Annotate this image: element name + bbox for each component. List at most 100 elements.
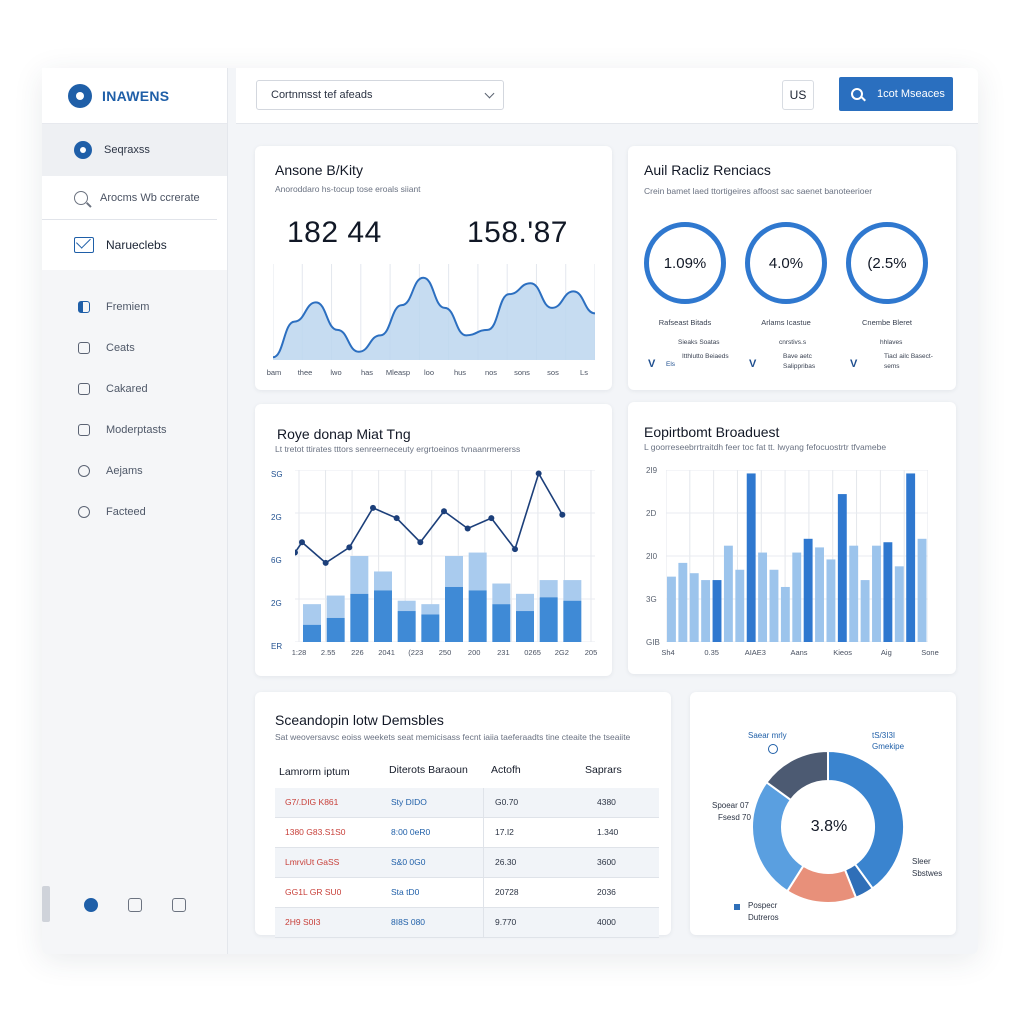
region-button[interactable]: US: [782, 80, 814, 110]
ring-note: cnrstivs.s: [779, 339, 807, 346]
activity-card: Ansone B/Kity Anoroddaro hs-tocup tose e…: [255, 146, 612, 390]
table-cell: S&0 0G0: [391, 857, 426, 867]
x-tick-label: Kieos: [833, 648, 853, 657]
table-header-name[interactable]: Lamrorm iptum: [279, 766, 350, 778]
progress-ring: 4.0%: [745, 222, 827, 304]
ring-note: hhlaves: [880, 339, 903, 346]
sidebar-item-3[interactable]: Cakared: [42, 368, 227, 409]
x-tick-label: nos: [484, 368, 498, 377]
table-row[interactable]: G7/.DIG K861 Sty DIDO G0.70 4380: [275, 788, 659, 818]
table-card: Sceandopin lotw Demsbles Sat weoversavsc…: [255, 692, 671, 938]
series-line: [295, 471, 564, 564]
table-header-action[interactable]: Actofh: [491, 764, 521, 776]
bar: [701, 580, 711, 642]
bar-upper: [468, 552, 487, 591]
combo-card: Roye donap Miat Tng Lt tretot ttirates t…: [255, 404, 612, 676]
donut-slice: [765, 749, 829, 802]
sidebar-item-label: Aejams: [106, 464, 143, 477]
sidebar-search[interactable]: Arocms Wb ccrerate: [42, 176, 217, 220]
calendar-icon: [78, 382, 90, 395]
sidebar-footer: [84, 898, 186, 912]
table-row[interactable]: GG1L GR SU0 Sta tD0 20728 2036: [275, 878, 659, 908]
mail-icon: [74, 237, 94, 253]
sidebar-item-6[interactable]: Facteed: [42, 491, 227, 532]
column-divider: [483, 818, 484, 848]
table-subtitle: Sat weoversavsc eoiss weekets seat memic…: [275, 732, 631, 742]
sidebar-item-2[interactable]: Ceats: [42, 327, 227, 368]
ring-note: Tiacl ailc Basect-sems: [884, 353, 933, 370]
table-cell: 3600: [597, 857, 616, 867]
clock-icon: [78, 464, 90, 477]
x-tick-label: 226: [351, 648, 364, 657]
brand[interactable]: INAWENS: [42, 68, 227, 124]
sidebar-section[interactable]: Narueclebs: [42, 220, 227, 270]
table-cell: 20728: [495, 887, 519, 897]
sidebar-item-label: Ceats: [106, 341, 135, 354]
search-messages-button[interactable]: 1cot Mseaces: [839, 77, 953, 111]
table-header-status[interactable]: Saprars: [585, 764, 622, 776]
table-row[interactable]: LmrviUt GaSS S&0 0G0 26.30 3600: [275, 848, 659, 878]
sidebar-item-5[interactable]: Aejams: [42, 450, 227, 491]
line-point: [512, 546, 518, 553]
bar: [894, 566, 904, 642]
table-header-balance[interactable]: Diterots Baraoun: [389, 764, 468, 776]
bar: [860, 580, 870, 642]
sidebar-item-top[interactable]: Seqraxss: [42, 124, 227, 176]
bar: [803, 538, 813, 642]
workspace-select[interactable]: Cortnmsst tef afeads: [256, 80, 504, 110]
help-icon[interactable]: [84, 898, 98, 912]
bar-lower: [492, 604, 511, 642]
x-tick-label: AIAE3: [744, 648, 766, 657]
ring-note: Sieaks Soatas: [678, 339, 720, 346]
line-point: [299, 539, 305, 546]
sidebar-item-1[interactable]: Fremiem: [42, 286, 227, 327]
combo-subtitle: Lt tretot ttirates tttors senreerneceuty…: [275, 444, 521, 454]
donut-label-bottom-1: Pospecr: [748, 901, 778, 910]
table-cell: 9.770: [495, 917, 517, 927]
activity-metric-2: 158.'87: [467, 216, 568, 249]
sidebar-nav: Fremiem Ceats Cakared Moderptasts Aejams…: [42, 286, 227, 532]
donut-chart: [751, 749, 905, 904]
table-row[interactable]: 2H9 S0I3 8I8S 080 9.770 4000: [275, 908, 659, 938]
ring-marker: V: [648, 358, 656, 370]
donut-label-right-1: Sleer: [912, 857, 931, 866]
table-cell: 8I8S 080: [391, 917, 426, 927]
briefcase-icon[interactable]: [172, 898, 186, 912]
bar-lower: [326, 617, 345, 642]
line-point: [417, 539, 424, 546]
bar-upper: [397, 600, 416, 612]
y-tick-label: 6G: [271, 556, 282, 565]
bar: [792, 552, 802, 642]
activity-subtitle: Anoroddaro hs-tocup tose eroals siiant: [275, 184, 421, 194]
line-point: [441, 508, 447, 515]
bag-icon[interactable]: [128, 898, 142, 912]
bar-upper: [303, 604, 321, 625]
x-tick-label: Aig: [880, 648, 892, 657]
ring-note: Itthlutto Beiaeds: [682, 353, 729, 360]
user-icon: [78, 505, 90, 518]
sidebar-item-label: Fremiem: [106, 300, 150, 313]
table-row[interactable]: 1380 G83.S1S0 8:00 0eR0 17.I2 1.340: [275, 818, 659, 848]
sidebar-scrollbar[interactable]: [42, 886, 50, 922]
y-tick-label: 2G: [271, 599, 282, 608]
activity-metric-1: 182 44: [287, 216, 382, 249]
cta-label: 1cot Mseaces: [877, 88, 945, 100]
table-cell: Sty DIDO: [391, 797, 427, 807]
ring-marker: V: [749, 358, 757, 370]
activity-area-chart: [273, 264, 595, 360]
document-icon: [78, 341, 90, 354]
bar: [872, 545, 881, 642]
ring-marker: V: [850, 358, 858, 370]
ring-label: Cnembe Bleret: [861, 318, 913, 327]
donut-label-bottom-2: Dutreros: [748, 913, 779, 922]
table-cell: 4380: [597, 797, 616, 807]
ring-label: Arlams Icastue: [761, 318, 811, 327]
bar-lower: [468, 590, 487, 642]
y-tick-label: 2I0: [646, 552, 658, 561]
table-cell: 1380 G83.S1S0: [285, 827, 346, 837]
sidebar-item-4[interactable]: Moderptasts: [42, 409, 227, 450]
x-tick-label: 250: [438, 648, 452, 657]
table-cell: Sta tD0: [391, 887, 420, 897]
progress-ring: (2.5%: [846, 222, 928, 304]
y-tick-label: 3G: [646, 595, 657, 604]
